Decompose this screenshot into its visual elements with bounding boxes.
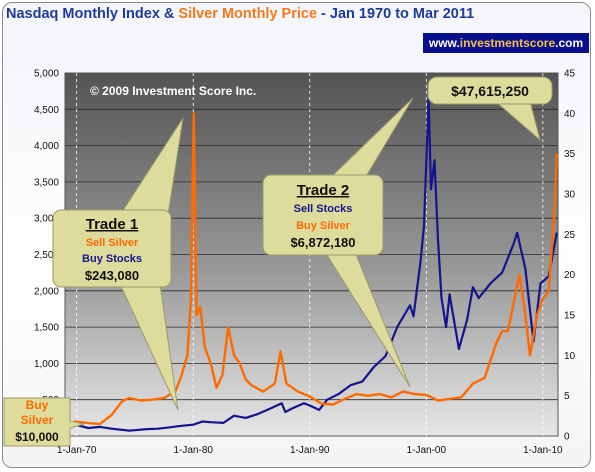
x-tick-label: 1-Jan-90 <box>290 445 330 456</box>
y-right-tick-label: 20 <box>564 270 576 281</box>
y-right-tick-label: 5 <box>564 391 570 402</box>
site-prefix: www. <box>428 36 460 50</box>
callout-trade1-box <box>52 209 172 288</box>
y-right-tick-label: 15 <box>564 311 576 322</box>
callout-buy-silver-line2: Silver <box>21 413 54 427</box>
copyright-text: © 2009 Investment Score Inc. <box>90 84 256 98</box>
y-left-tick-label: 2,000 <box>34 286 59 297</box>
site-highlight: investmentscore <box>459 36 556 50</box>
callout-buy-silver: Buy Silver $10,000 <box>3 397 85 447</box>
callout-final-amount: $47,615,250 <box>451 83 529 99</box>
y-left-tick-label: 4,500 <box>34 105 59 116</box>
y-left-tick-label: 4,000 <box>34 141 59 152</box>
y-left-tick-label: 3,000 <box>34 214 59 225</box>
x-tick-label: 1-Jan-70 <box>57 445 97 456</box>
y-right-tick-label: 35 <box>564 149 576 160</box>
y-left-tick-label: 5,000 <box>34 69 59 80</box>
x-axis: 1-Jan-70 1-Jan-80 1-Jan-90 1-Jan-00 1-Jan-10 <box>57 445 563 456</box>
callout-trade1-title: Trade 1 <box>86 216 139 233</box>
x-tick-label: 1-Jan-10 <box>523 445 563 456</box>
title-nasdaq: Nasdaq Monthly Index <box>6 6 160 22</box>
series-lines <box>74 97 558 432</box>
x-tick-label: 1-Jan-80 <box>173 445 213 456</box>
callout-trade1-line2: Buy Stocks <box>82 253 142 265</box>
site-suffix: .com <box>555 36 584 50</box>
y-right-tick-label: 40 <box>564 109 576 120</box>
callout-trade1-amount: $243,080 <box>85 268 139 283</box>
y-left-tick-label: 1,500 <box>34 323 59 334</box>
y-right-tick-label: 25 <box>564 230 576 241</box>
callout-trade2: Trade 2 Sell Stocks Buy Silver $6,872,18… <box>262 97 414 388</box>
callout-trade2-amount: $6,872,180 <box>290 235 355 250</box>
y-left-tick-label: 1,000 <box>34 359 59 370</box>
website-link[interactable]: www.investmentscore.com <box>423 33 589 53</box>
callout-trade2-line2: Buy Silver <box>296 220 351 232</box>
y-axis-right: 0 5 10 15 20 25 30 35 40 45 <box>564 69 576 443</box>
callout-buy-silver-bubble <box>3 397 85 447</box>
callout-trade2-box <box>262 174 384 256</box>
callout-trade2-line1: Sell Stocks <box>294 203 353 215</box>
callout-trade2-title: Trade 2 <box>297 182 350 199</box>
y-right-tick-label: 30 <box>564 190 576 201</box>
y-right-tick-label: 45 <box>564 69 576 80</box>
y-right-tick-label: 0 <box>564 432 570 443</box>
callout-buy-silver-amount: $10,000 <box>15 430 59 444</box>
y-axis-left: -5001,0001,5002,0002,5003,0003,5004,0004… <box>34 69 59 443</box>
series-nasdaq-line <box>74 97 558 432</box>
y-right-tick-label: 10 <box>564 351 576 362</box>
y-left-tick-label: 3,500 <box>34 177 59 188</box>
y-left-tick-label: 2,500 <box>34 250 59 261</box>
title-ampersand: & <box>159 6 179 22</box>
x-tick-label: 1-Jan-00 <box>407 445 447 456</box>
title-daterange: - Jan 1970 to Mar 2011 <box>317 6 475 22</box>
chart-title: Nasdaq Monthly Index & Silver Monthly Pr… <box>6 6 474 22</box>
callout-trade1: Trade 1 Sell Silver Buy Stocks $243,080 <box>52 117 184 411</box>
callout-final: $47,615,250 <box>427 76 553 142</box>
title-silver: Silver Monthly Price <box>178 6 318 22</box>
series-silver-line <box>74 112 558 426</box>
callout-buy-silver-line1: Buy <box>26 398 49 412</box>
callout-trade1-line1: Sell Silver <box>86 237 139 249</box>
callout-final-box <box>427 76 553 105</box>
